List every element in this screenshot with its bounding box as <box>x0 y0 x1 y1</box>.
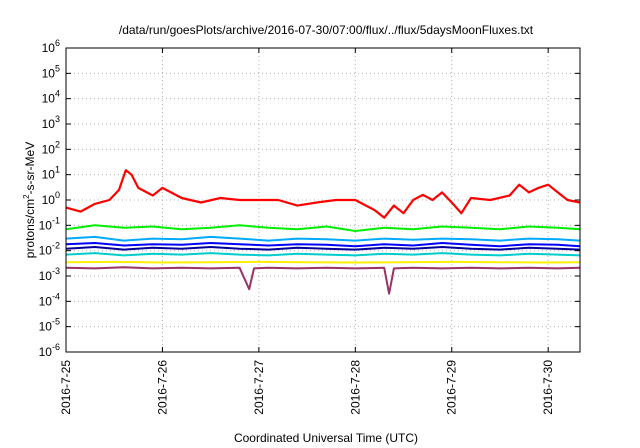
y-tick-base: 10 <box>39 320 53 334</box>
y-tick-label: 101 <box>42 165 60 182</box>
y-tick-base: 10 <box>39 345 53 359</box>
y-tick-label: 106 <box>42 38 60 55</box>
y-tick-exp: 1 <box>55 165 60 175</box>
x-tick-label: 2016-7-25 <box>59 360 73 415</box>
series-line-4 <box>65 242 581 248</box>
y-tick-base: 10 <box>42 117 56 131</box>
y-tick-label: 10-2 <box>39 241 60 258</box>
y-tick-exp: 0 <box>55 190 60 200</box>
y-tick-exp: -1 <box>52 215 60 225</box>
x-tick-label: 2016-7-27 <box>252 360 266 415</box>
y-tick-label: 10-6 <box>39 342 60 359</box>
series-line-6 <box>65 252 581 257</box>
y-tick-base: 10 <box>39 269 53 283</box>
y-axis-label: protons/cm2-s-sr-MeV <box>22 142 37 258</box>
y-tick-base: 10 <box>42 41 56 55</box>
series-line-3 <box>65 235 581 242</box>
series-line-8 <box>65 266 581 295</box>
y-axis-label-base: protons/cm <box>23 199 37 258</box>
y-tick-base: 10 <box>42 142 56 156</box>
chart-title: /data/run/goesPlots/archive/2016-07-30/0… <box>119 23 534 37</box>
y-axis-label-sup: 2 <box>22 194 31 199</box>
y-tick-label: 102 <box>42 139 60 156</box>
y-tick-label: 100 <box>42 190 60 207</box>
y-tick-exp: -3 <box>52 266 60 276</box>
y-tick-base: 10 <box>39 294 53 308</box>
y-tick-label: 103 <box>42 114 60 131</box>
y-tick-base: 10 <box>39 218 53 232</box>
series-layer <box>65 169 581 295</box>
y-tick-base: 10 <box>42 193 56 207</box>
y-tick-exp: 4 <box>55 89 60 99</box>
y-tick-exp: 5 <box>55 63 60 73</box>
y-axis-label-tail: -s-sr-MeV <box>23 142 37 195</box>
y-tick-base: 10 <box>42 168 56 182</box>
y-tick-exp: 6 <box>55 38 60 48</box>
x-tick-label: 2016-7-26 <box>155 360 169 415</box>
y-tick-exp: -2 <box>52 241 60 251</box>
x-tick-label: 2016-7-29 <box>445 360 459 415</box>
y-tick-exp: -6 <box>52 342 60 352</box>
x-axis-label: Coordinated Universal Time (UTC) <box>234 431 418 445</box>
y-tick-label: 10-4 <box>39 291 60 308</box>
y-tick-exp: 3 <box>55 114 60 124</box>
x-tick-label: 2016-7-28 <box>348 360 362 415</box>
y-tick-base: 10 <box>42 92 56 106</box>
y-tick-label: 10-1 <box>39 215 60 232</box>
y-tick-exp: -5 <box>52 317 60 327</box>
y-tick-label: 10-3 <box>39 266 60 283</box>
series-line-7 <box>65 260 581 264</box>
y-tick-exp: -4 <box>52 291 60 301</box>
x-axis-ticks: 2016-7-25 2016-7-26 2016-7-27 2016-7-28 2016… <box>59 48 555 415</box>
x-tick-label: 2016-7-30 <box>541 360 555 415</box>
y-tick-label: 105 <box>42 63 60 80</box>
y-tick-base: 10 <box>39 244 53 258</box>
y-tick-label: 10-5 <box>39 317 60 334</box>
series-line-5 <box>65 246 581 251</box>
y-tick-base: 10 <box>42 66 56 80</box>
series-line-2 <box>65 224 581 232</box>
y-axis-ticks: 10-610-510-410-310-210-11001011021031041… <box>39 38 580 359</box>
y-tick-exp: 2 <box>55 139 60 149</box>
series-line-1 <box>65 169 581 219</box>
y-tick-label: 104 <box>42 89 60 106</box>
